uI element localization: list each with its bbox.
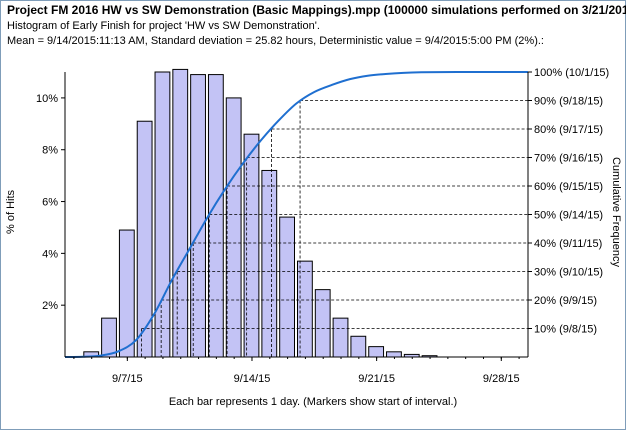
histogram-bar	[279, 216, 296, 358]
x-tick-label: 9/14/15	[234, 373, 271, 385]
x-tick-label: 9/7/15	[112, 373, 143, 385]
histogram-bar	[368, 346, 385, 358]
y-tick-label: 10%	[36, 93, 58, 105]
chart-subtitle-line-2: Mean = 9/14/2015:11:13 AM, Standard devi…	[7, 35, 544, 47]
histogram-bar	[207, 74, 224, 358]
histogram-bar	[225, 97, 242, 358]
histogram-bar	[261, 169, 278, 358]
chart-subtitle-line-1: Histogram of Early Finish for project 'H…	[7, 20, 320, 32]
x-tick-label: 9/28/15	[483, 373, 520, 385]
y2-tick-label: 90% (9/18/15)	[534, 96, 603, 108]
chart-title: Project FM 2016 HW vs SW Demonstration (…	[7, 3, 626, 17]
x-tick-label: 9/21/15	[358, 373, 395, 385]
y2-tick-label: 30% (9/10/15)	[534, 267, 603, 279]
y-tick-label: 8%	[42, 145, 58, 157]
chart-footnote: Each bar represents 1 day. (Markers show…	[168, 396, 458, 408]
histogram-bar	[154, 71, 171, 358]
y2-tick-label: 10% (9/8/15)	[534, 324, 597, 336]
histogram-bar	[350, 335, 367, 358]
y-tick-label: 2%	[42, 300, 58, 312]
histogram-bar	[386, 351, 402, 358]
y2-tick-label: 70% (9/16/15)	[534, 153, 603, 165]
y2-axis-label: Cumulative Frequency	[610, 157, 622, 268]
y2-tick-label: 50% (9/14/15)	[534, 210, 603, 222]
histogram-bar	[101, 317, 117, 358]
y2-tick-label: 40% (9/11/15)	[534, 238, 602, 250]
y2-tick-label: 60% (9/15/15)	[534, 181, 603, 193]
y-tick-label: 6%	[42, 197, 58, 209]
histogram-bar	[118, 229, 135, 358]
histogram-bar	[172, 68, 189, 358]
cumulative-frequency-line	[64, 70, 529, 358]
y-tick-label: 4%	[42, 248, 58, 260]
y2-tick-label: 100% (10/1/15)	[534, 67, 609, 79]
y2-tick-label: 20% (9/9/15)	[534, 295, 597, 307]
histogram-bar	[332, 317, 349, 358]
y2-tick-label: 80% (9/17/15)	[534, 124, 603, 136]
y-axis-label: % of Hits	[5, 189, 17, 234]
